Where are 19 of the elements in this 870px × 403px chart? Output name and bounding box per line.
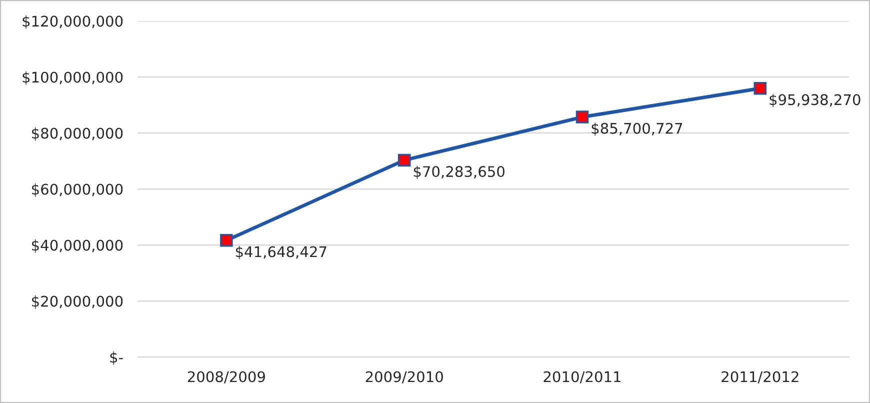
y-tick-label: $120,000,000	[22, 15, 123, 29]
x-tick-label: 2010/2011	[544, 371, 620, 384]
y-tick-label: $80,000,000	[32, 127, 123, 141]
y-tick-label: $40,000,000	[32, 239, 123, 253]
y-tick-label: $20,000,000	[32, 296, 123, 309]
x-tick-label: 2011/2012	[722, 371, 798, 384]
point	[398, 154, 411, 167]
point	[220, 234, 233, 247]
point	[754, 82, 767, 95]
data-label: $95,938,270	[770, 94, 860, 108]
y-tick-label: $-	[110, 352, 123, 365]
data-label: $41,648,427	[236, 246, 326, 260]
data-label: $70,283,650	[414, 166, 504, 179]
data-label: $85,700,727	[592, 122, 682, 136]
y-tick-label: $60,000,000	[32, 183, 123, 197]
x-tick-label: 2008/2009	[188, 371, 265, 384]
point	[576, 110, 589, 124]
y-tick-label: $100,000,000	[22, 71, 123, 85]
x-tick-label: 2009/2010	[366, 371, 443, 384]
